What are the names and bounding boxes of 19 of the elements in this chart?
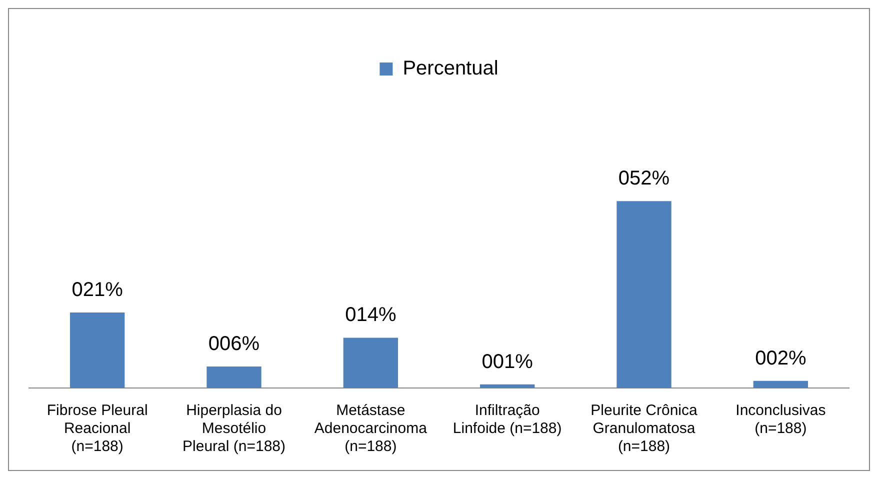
bar [480, 384, 535, 388]
x-tick-label: Hiperplasia do Mesotélio Pleural (n=188) [182, 402, 286, 456]
bar [343, 338, 398, 388]
bar [616, 201, 672, 388]
legend-label: Percentual [402, 58, 498, 80]
data-label: 052% [618, 168, 670, 190]
data-label: 014% [345, 304, 396, 326]
x-tick-label: Pleurite Crônica Granulomatosa (n=188) [590, 402, 698, 456]
data-label: 002% [755, 347, 806, 370]
x-tick-label: Inconclusivas (n=188) [736, 402, 826, 438]
data-label: 001% [482, 350, 534, 373]
bar [70, 312, 125, 388]
x-tick-label: Fibrose Pleural Reacional (n=188) [46, 402, 148, 456]
x-tick-label: Metástase Adenocarcinoma (n=188) [314, 402, 428, 456]
x-tick-label: Infiltração Linfoide (n=188) [452, 402, 562, 438]
bar [753, 380, 808, 388]
bar [206, 366, 262, 388]
data-label: 006% [208, 332, 260, 355]
data-label: 021% [72, 279, 124, 302]
